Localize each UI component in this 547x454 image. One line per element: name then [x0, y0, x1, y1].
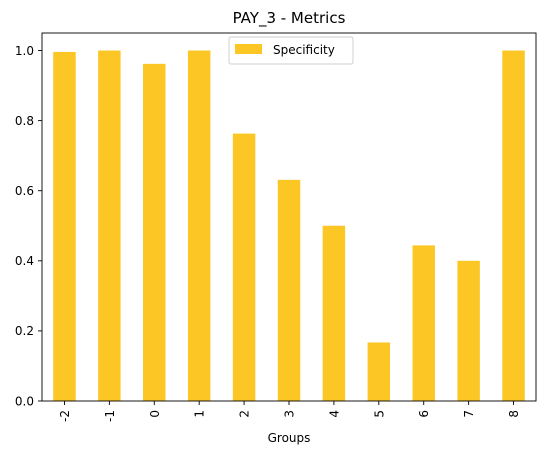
bar-0 — [143, 63, 166, 402]
x-tick-label: 2 — [238, 410, 252, 418]
bar-4 — [322, 225, 346, 401]
bar-7 — [457, 260, 480, 401]
chart-title: PAY_3 - Metrics — [233, 9, 346, 28]
x-tick-label: 3 — [283, 410, 297, 418]
x-tick-label: 8 — [507, 410, 521, 418]
bar-5 — [367, 342, 391, 401]
x-tick-label: -1 — [103, 410, 117, 422]
y-tick-label: 0.4 — [15, 254, 34, 268]
x-tick-label: 0 — [148, 410, 162, 418]
bar--2 — [53, 51, 76, 402]
legend: Specificity — [228, 36, 354, 65]
bar-1 — [187, 50, 211, 402]
x-tick-label: 6 — [417, 410, 431, 418]
x-tick-label: -2 — [58, 410, 72, 422]
y-tick-label: 0.6 — [15, 184, 34, 198]
x-tick-label: 1 — [193, 410, 207, 418]
y-axis: 0.0 0.2 0.4 0.6 0.8 1.0 — [15, 44, 42, 408]
y-tick-label: 0.2 — [15, 324, 34, 338]
x-tick-label: 5 — [372, 410, 386, 418]
legend-box — [228, 36, 354, 65]
bar-8 — [502, 50, 525, 402]
bar--1 — [98, 50, 121, 402]
y-tick-label: 1.0 — [15, 44, 34, 58]
x-tick-label: 7 — [462, 410, 476, 418]
y-tick-label: 0.0 — [15, 394, 34, 408]
bar-2 — [232, 133, 256, 401]
x-axis-label: Groups — [268, 431, 311, 445]
x-axis: -2 -1 0 1 2 3 4 5 6 7 8 — [58, 401, 521, 422]
bars-group — [53, 50, 525, 402]
legend-swatch — [235, 44, 262, 54]
y-tick-label: 0.8 — [15, 114, 34, 128]
bar-6 — [412, 245, 435, 401]
legend-label-specificity: Specificity — [273, 43, 335, 57]
bar-3 — [277, 179, 301, 401]
x-tick-label: 4 — [327, 410, 341, 418]
